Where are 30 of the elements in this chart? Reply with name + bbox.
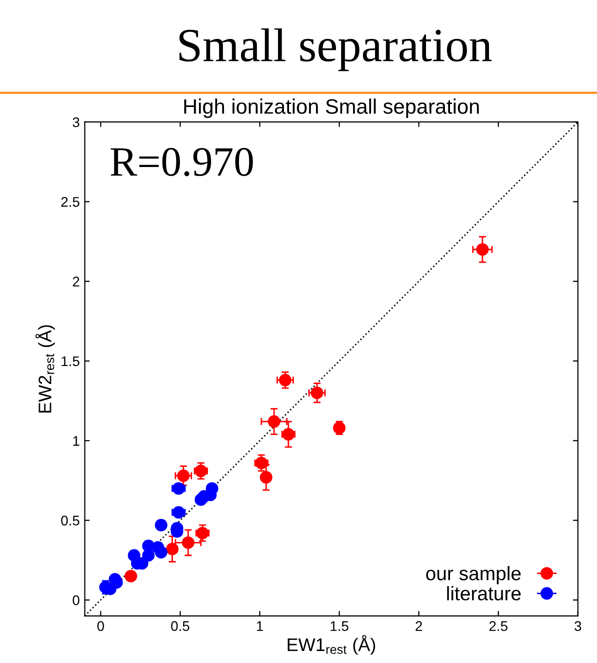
- legend-label: literature: [447, 586, 521, 600]
- point: [476, 243, 489, 256]
- y-tick-label: 2.5: [61, 196, 80, 207]
- point: [310, 386, 324, 400]
- x-tick-label: 2: [416, 621, 422, 631]
- point: [124, 570, 138, 582]
- point: [182, 536, 194, 549]
- point: [142, 549, 155, 562]
- y-tick-label: 0.5: [61, 516, 80, 526]
- y-tick-label: 0: [72, 595, 80, 606]
- x-tick-label: 1.5: [330, 621, 348, 631]
- x-tick-label: 3: [574, 621, 582, 631]
- y-tick-label: 1.5: [62, 356, 80, 366]
- y-tick-label: 2: [72, 276, 80, 286]
- y-tick-label: 3: [72, 117, 80, 128]
- chart-subtitle: High ionization Small separation: [184, 98, 479, 118]
- annotation: R=0.970: [110, 148, 253, 176]
- chart-title: Small separation: [179, 28, 492, 72]
- point: [154, 546, 168, 558]
- point: [268, 415, 280, 428]
- x-tick-label: 1: [256, 621, 263, 631]
- y-tick-label: 1: [73, 436, 80, 446]
- x-axis-title: EW1$_{rest}$ (Å): [288, 635, 376, 655]
- point: [177, 469, 190, 482]
- x-tick-label: 2.5: [489, 621, 508, 631]
- x-tick-label: 0: [97, 621, 104, 631]
- x-tick-label: 0.5: [171, 621, 190, 631]
- point: [282, 428, 295, 441]
- legend-label: our sample: [426, 566, 521, 584]
- y-axis-title: EW2$_{rest}$ (Å): [35, 325, 55, 413]
